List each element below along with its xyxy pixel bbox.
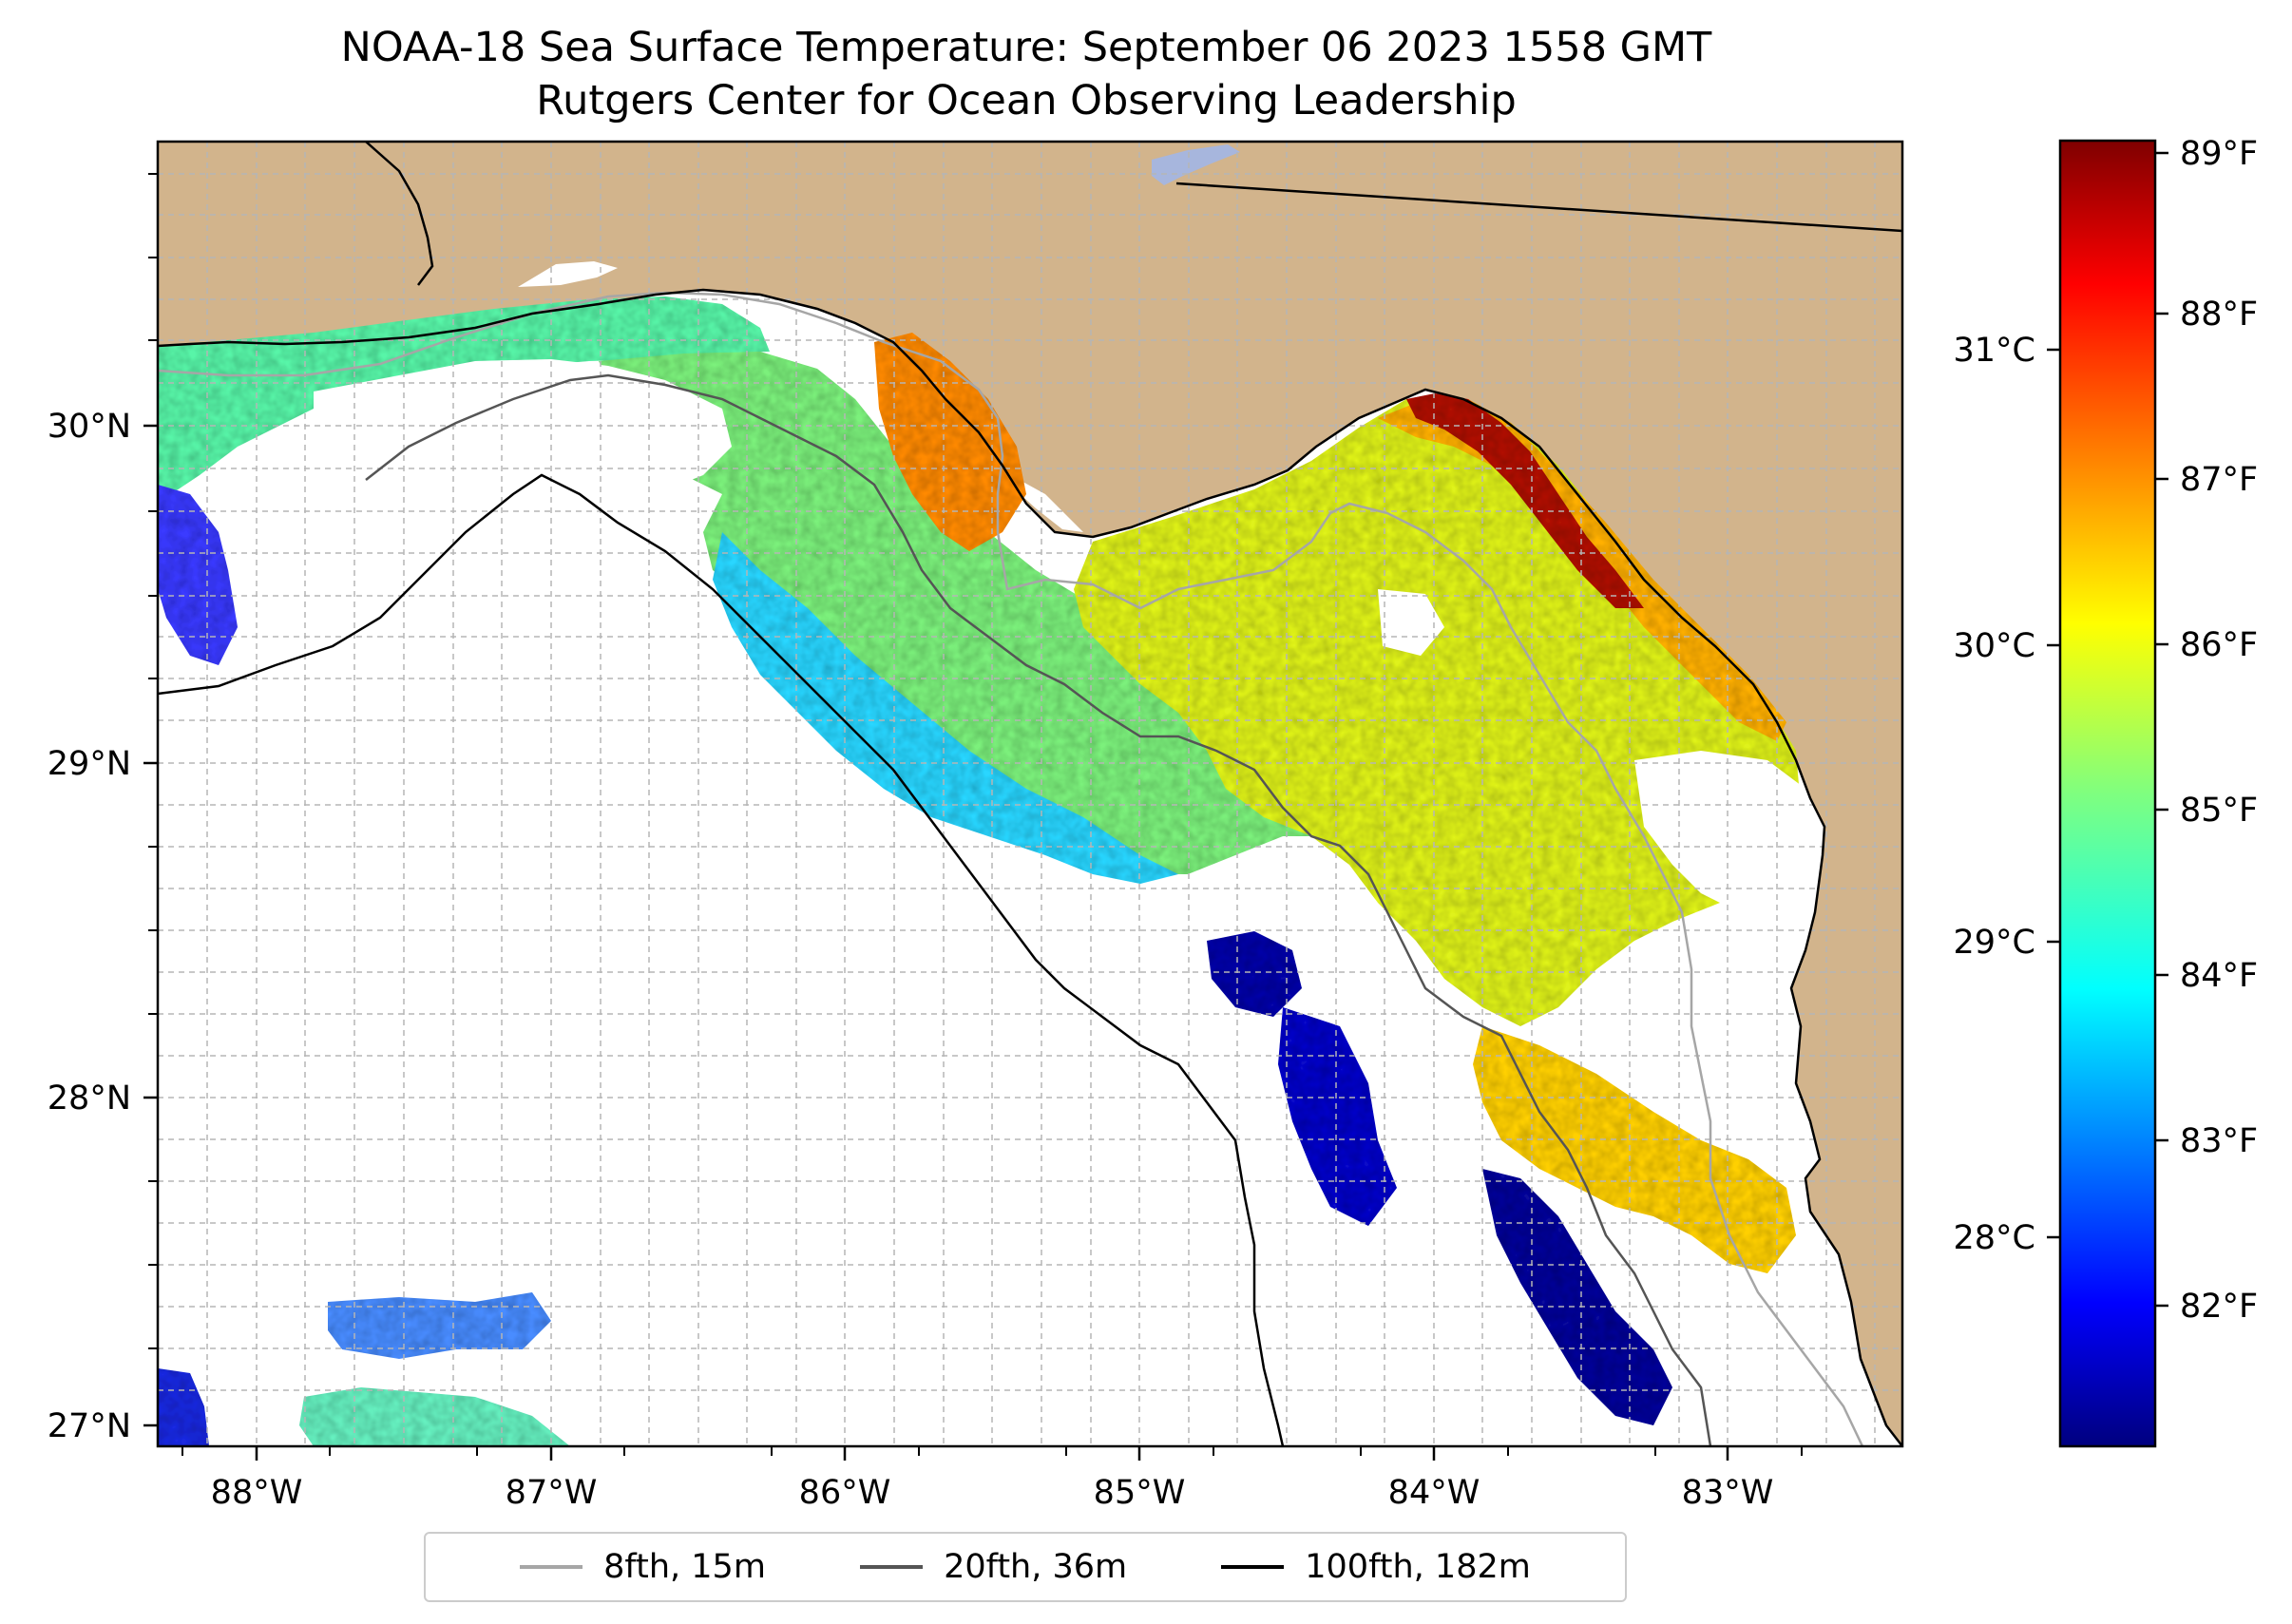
map-frame — [156, 140, 1904, 1448]
sst-field — [158, 296, 1801, 1446]
colorbar-ticks — [2047, 151, 2168, 1308]
sst-nearshore-orange — [1378, 399, 1786, 741]
sst-south-blue-2 — [1278, 1007, 1397, 1226]
legend-swatch-36m — [860, 1565, 924, 1569]
lon-label-84: 84°W — [1388, 1474, 1480, 1512]
lon-label-86: 86°W — [799, 1474, 891, 1512]
cbar-f-86: 86°F — [2180, 626, 2258, 664]
legend-label-182m: 100fth, 182m — [1305, 1548, 1531, 1586]
cloud-mask-3 — [1378, 589, 1444, 656]
gridlines — [158, 142, 1902, 1446]
legend-swatch-182m — [1221, 1565, 1285, 1569]
legend-item-15m: 8fth, 15m — [520, 1548, 766, 1586]
sst-west-blue-patch — [158, 485, 238, 665]
sst-west-shelf-green — [158, 296, 770, 499]
sst-stannrews-orange — [874, 333, 1026, 551]
contour-36m — [365, 373, 1712, 1446]
lon-label-88: 88°W — [211, 1474, 303, 1512]
cbar-c-28: 28°C — [1954, 1219, 2035, 1257]
cbar-c-29: 29°C — [1954, 924, 2035, 962]
sst-nearshore-darkred — [1406, 393, 1644, 608]
cbar-f-84: 84°F — [2180, 957, 2258, 995]
coastline — [158, 288, 1902, 1446]
sst-tampa-yellow — [1473, 1026, 1796, 1273]
lat-label-30: 30°N — [48, 408, 131, 446]
cbar-f-89: 89°F — [2180, 135, 2258, 173]
lat-label-29: 29°N — [48, 745, 131, 783]
sst-southern-cyan — [713, 532, 1178, 884]
sst-sw-patch-3 — [158, 1368, 209, 1446]
cbar-f-88: 88°F — [2180, 296, 2258, 334]
contour-15m — [158, 291, 1864, 1446]
cbar-f-82: 82°F — [2180, 1288, 2258, 1326]
lon-label-87: 87°W — [506, 1474, 598, 1512]
cbar-f-85: 85°F — [2180, 792, 2258, 830]
lat-label-27: 27°N — [48, 1407, 131, 1445]
legend-swatch-15m — [520, 1565, 583, 1569]
title-line-2: Rutgers Center for Ocean Observing Leade… — [536, 77, 1517, 124]
legend: 8fth, 15m 20fth, 36m 100fth, 182m — [424, 1532, 1627, 1602]
legend-label-15m: 8fth, 15m — [603, 1548, 766, 1586]
legend-item-36m: 20fth, 36m — [860, 1548, 1127, 1586]
title-line-1: NOAA-18 Sea Surface Temperature: Septemb… — [340, 24, 1712, 71]
sst-sw-patch-1 — [328, 1292, 551, 1359]
legend-label-36m: 20fth, 36m — [944, 1548, 1128, 1586]
sst-south-blue-3 — [1482, 1169, 1672, 1425]
apalachicola-bay — [1007, 473, 1083, 532]
chart-title: NOAA-18 Sea Surface Temperature: Septemb… — [152, 21, 1900, 127]
cbar-f-87: 87°F — [2180, 461, 2258, 499]
cloud-mask-1 — [314, 359, 732, 594]
cbar-c-31: 31°C — [1954, 332, 2035, 370]
state-border-north — [1175, 182, 1902, 233]
cloud-mask-2 — [1634, 751, 1805, 912]
contour-182m — [158, 473, 1285, 1446]
lon-label-83: 83°W — [1682, 1474, 1774, 1512]
cbar-c-30: 30°C — [1954, 627, 2035, 665]
legend-item-182m: 100fth, 182m — [1221, 1548, 1531, 1586]
choctawhatchee-bay — [518, 261, 618, 287]
lon-label-85: 85°W — [1094, 1474, 1186, 1512]
sst-south-blue-1 — [1207, 931, 1302, 1017]
lat-label-28: 28°N — [48, 1079, 131, 1118]
state-border — [365, 142, 434, 286]
colorbar — [2058, 139, 2157, 1448]
lake-icon-water — [1152, 144, 1240, 185]
major-ticks — [143, 424, 1729, 1461]
map-plot-area — [158, 142, 1902, 1446]
cbar-f-83: 83°F — [2180, 1122, 2258, 1160]
minor-ticks — [148, 173, 1803, 1456]
